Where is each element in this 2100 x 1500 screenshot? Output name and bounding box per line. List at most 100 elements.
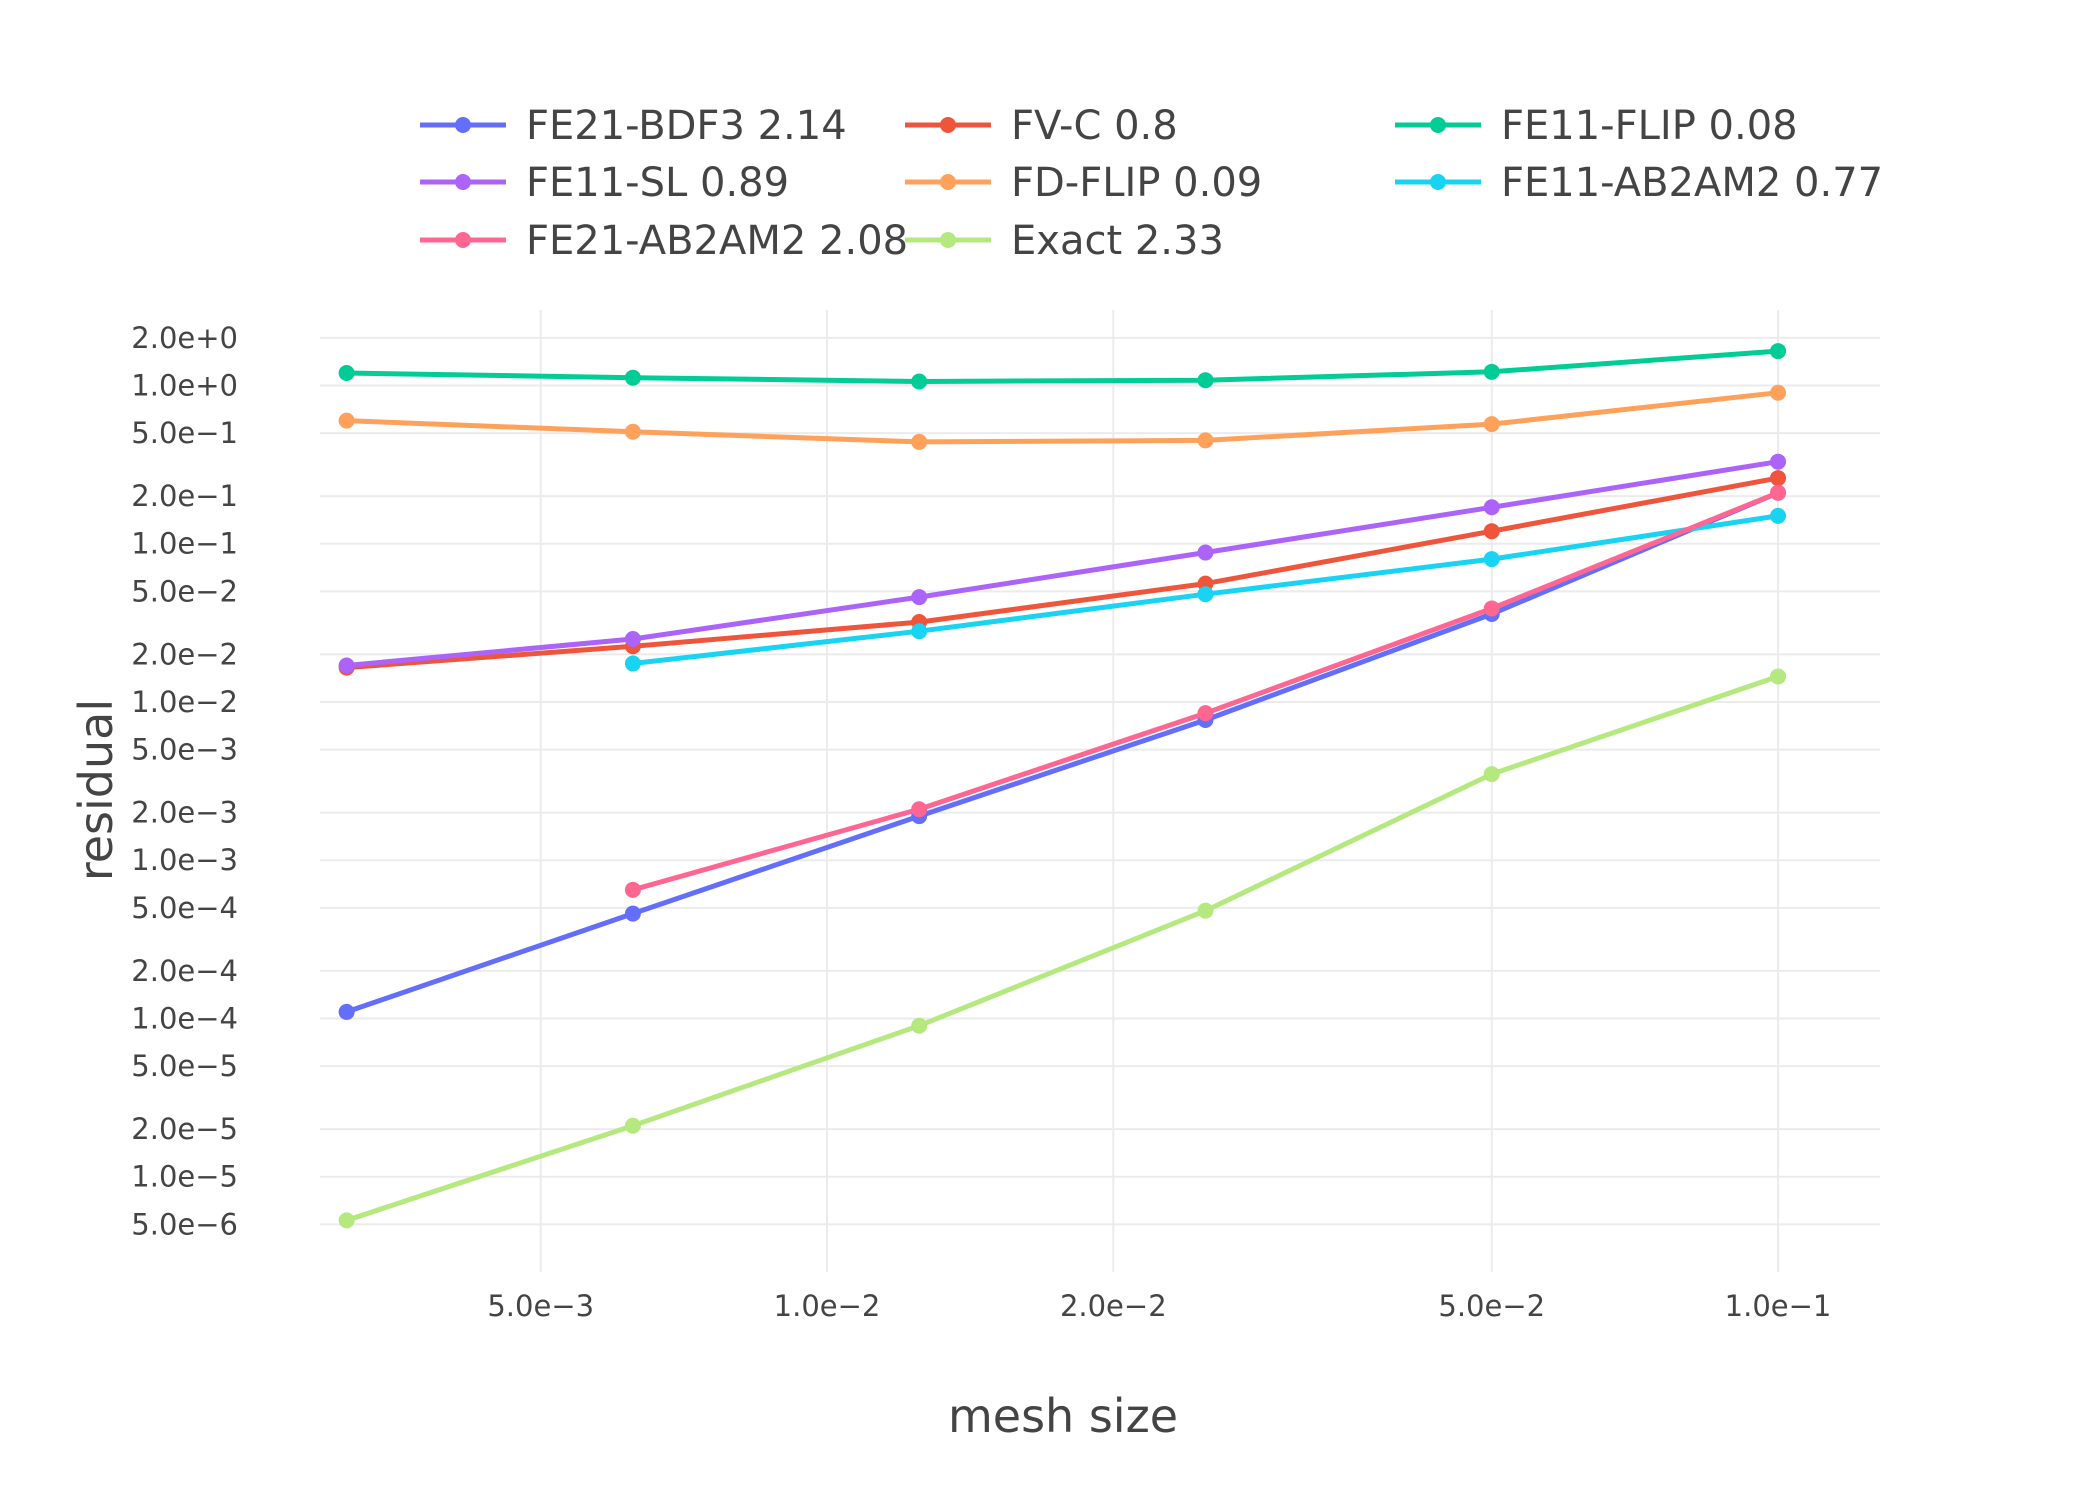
y-tick-label: 2.0e−3 — [131, 796, 238, 830]
legend-item[interactable]: FE11-AB2AM2 0.77 — [1395, 160, 1883, 206]
series-6 — [624, 484, 1787, 898]
legend-item[interactable]: FV-C 0.8 — [905, 103, 1178, 149]
y-tick-label: 5.0e−3 — [131, 733, 238, 767]
data-point[interactable] — [1483, 363, 1500, 380]
data-point[interactable] — [624, 631, 641, 648]
legend-item[interactable]: FD-FLIP 0.09 — [905, 160, 1262, 206]
data-point[interactable] — [1197, 372, 1214, 389]
x-tick-label: 1.0e−1 — [1725, 1289, 1832, 1323]
data-point[interactable] — [624, 369, 641, 386]
legend-marker-icon — [455, 174, 471, 190]
data-point[interactable] — [1770, 484, 1787, 501]
grid — [320, 310, 1880, 1272]
data-point[interactable] — [1483, 523, 1500, 540]
data-point[interactable] — [911, 801, 928, 818]
y-tick-label: 1.0e−5 — [131, 1160, 238, 1194]
y-tick-label: 2.0e−5 — [131, 1112, 238, 1146]
series-line — [344, 348, 1781, 384]
data-point[interactable] — [338, 1003, 355, 1020]
data-point[interactable] — [1770, 470, 1787, 487]
legend-marker-icon — [940, 117, 956, 133]
legend[interactable]: FE21-BDF3 2.14 FV-C 0.8 FE11-FLIP 0.08 FE11… — [420, 103, 1883, 264]
legend-label: FE21-BDF3 2.14 — [526, 103, 847, 149]
data-point[interactable] — [624, 655, 641, 672]
data-point[interactable] — [1197, 586, 1214, 603]
data-point[interactable] — [624, 1117, 641, 1134]
y-tick-label: 1.0e−2 — [131, 685, 238, 719]
legend-item[interactable]: FE11-SL 0.89 — [420, 160, 789, 206]
y-tick-label: 2.0e−4 — [131, 954, 238, 988]
data-point[interactable] — [1197, 705, 1214, 722]
legend-item[interactable]: Exact 2.33 — [905, 218, 1224, 264]
data-point[interactable] — [1770, 668, 1787, 685]
data-point[interactable] — [1770, 507, 1787, 524]
legend-marker-icon — [455, 117, 471, 133]
data-point[interactable] — [911, 1017, 928, 1034]
series-3 — [338, 453, 1787, 674]
legend-label: FE11-SL 0.89 — [526, 160, 789, 206]
y-tick-label: 2.0e+0 — [131, 321, 238, 355]
x-tick-label: 2.0e−2 — [1060, 1289, 1167, 1323]
data-point[interactable] — [911, 623, 928, 640]
legend-label: FE11-FLIP 0.08 — [1501, 103, 1798, 149]
legend-marker-icon — [455, 232, 471, 248]
y-tick-label: 5.0e−5 — [131, 1049, 238, 1083]
legend-item[interactable]: FE21-AB2AM2 2.08 — [420, 218, 908, 264]
data-point[interactable] — [1770, 453, 1787, 470]
y-tick-label: 5.0e−4 — [131, 891, 238, 925]
legend-marker-icon — [940, 174, 956, 190]
data-point[interactable] — [338, 1212, 355, 1229]
axis-ticks: 5.0e−3 1.0e−2 2.0e−2 5.0e−2 1.0e−1 2.0e+0 1.0e… — [131, 321, 1831, 1323]
y-tick-label: 1.0e+0 — [131, 369, 238, 403]
y-tick-label: 5.0e−1 — [131, 416, 238, 450]
data-point[interactable] — [1197, 544, 1214, 561]
y-tick-label: 5.0e−6 — [131, 1207, 238, 1241]
legend-label: FE11-AB2AM2 0.77 — [1501, 160, 1883, 206]
legend-item[interactable]: FE11-FLIP 0.08 — [1395, 103, 1798, 149]
y-tick-label: 2.0e−2 — [131, 637, 238, 671]
y-tick-label: 1.0e−3 — [131, 843, 238, 877]
data-point[interactable] — [338, 657, 355, 674]
x-tick-label: 1.0e−2 — [774, 1289, 881, 1323]
data-point[interactable] — [1770, 343, 1787, 360]
data-point[interactable] — [1483, 416, 1500, 433]
x-tick-label: 5.0e−2 — [1438, 1289, 1545, 1323]
legend-item[interactable]: FE21-BDF3 2.14 — [420, 103, 847, 149]
series-5 — [624, 507, 1787, 672]
data-point[interactable] — [911, 373, 928, 390]
series-7 — [338, 668, 1787, 1229]
data-point[interactable] — [338, 364, 355, 381]
series-lines — [338, 343, 1787, 1229]
legend-marker-icon — [940, 232, 956, 248]
y-tick-label: 1.0e−4 — [131, 1001, 238, 1035]
data-point[interactable] — [1483, 499, 1500, 516]
data-point[interactable] — [338, 412, 355, 429]
series-line — [344, 459, 1781, 668]
legend-marker-icon — [1430, 117, 1446, 133]
data-point[interactable] — [624, 423, 641, 440]
legend-marker-icon — [1430, 174, 1446, 190]
data-point[interactable] — [1483, 600, 1500, 617]
data-point[interactable] — [1483, 551, 1500, 568]
data-point[interactable] — [1770, 384, 1787, 401]
data-point[interactable] — [1483, 766, 1500, 783]
series-2 — [338, 343, 1787, 390]
legend-label: FE21-AB2AM2 2.08 — [526, 218, 908, 264]
y-tick-label: 5.0e−2 — [131, 574, 238, 608]
legend-label: Exact 2.33 — [1011, 218, 1224, 264]
series-4 — [338, 384, 1787, 450]
y-tick-label: 2.0e−1 — [131, 479, 238, 513]
data-point[interactable] — [911, 433, 928, 450]
y-axis-title: residual — [69, 699, 123, 881]
x-tick-label: 5.0e−3 — [487, 1289, 594, 1323]
data-point[interactable] — [624, 881, 641, 898]
x-axis-title: mesh size — [948, 1389, 1178, 1443]
series-line — [344, 475, 1781, 671]
data-point[interactable] — [1197, 902, 1214, 919]
legend-label: FV-C 0.8 — [1011, 103, 1178, 149]
data-point[interactable] — [624, 905, 641, 922]
data-point[interactable] — [911, 589, 928, 606]
series-line — [344, 674, 1781, 1223]
data-point[interactable] — [1197, 432, 1214, 449]
